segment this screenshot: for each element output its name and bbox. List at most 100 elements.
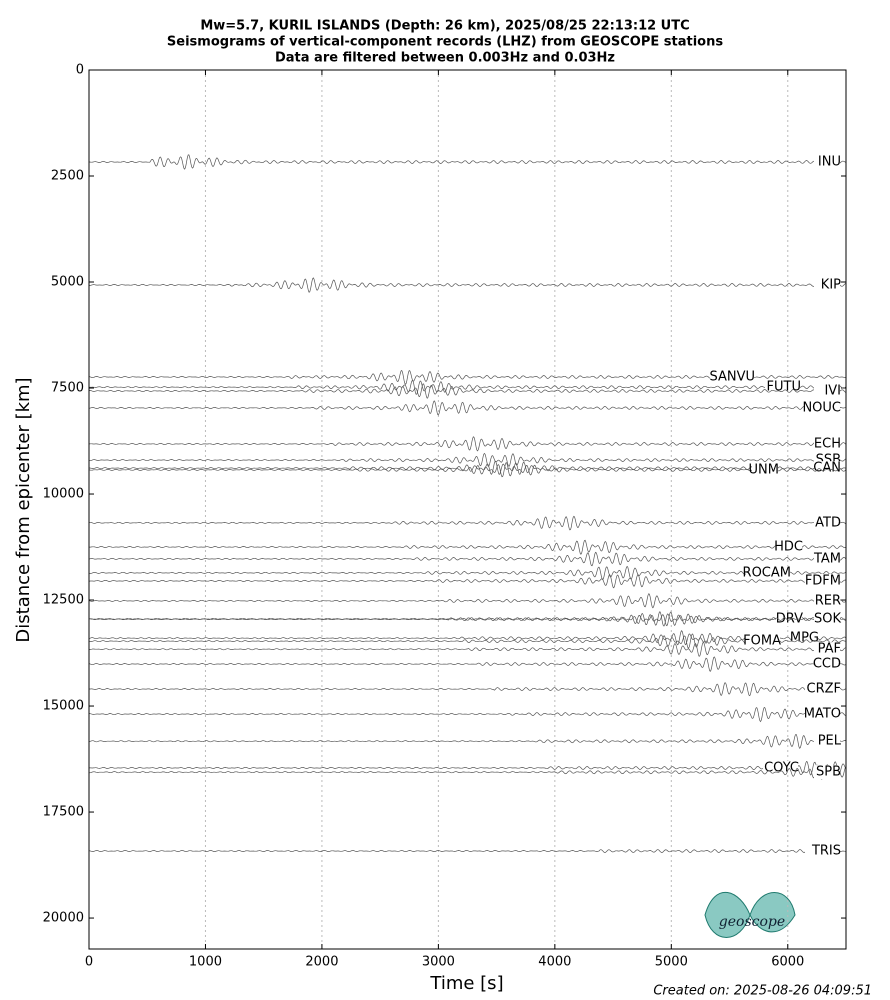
label-bg <box>745 634 780 649</box>
trace <box>88 277 846 293</box>
trace <box>89 611 846 627</box>
label-bg <box>814 436 840 451</box>
trace <box>88 611 846 627</box>
logo: geoscope <box>704 892 796 938</box>
trace <box>88 593 847 609</box>
y-tick-label: 20000 <box>43 911 84 926</box>
plot-frame <box>88 69 847 950</box>
station-label: SOK <box>814 612 841 627</box>
y-axis-label: Distance from epicenter [km] <box>13 377 34 642</box>
x-tick-label: 4000 <box>538 955 571 970</box>
station-label: TRIS <box>811 844 841 859</box>
label-bg <box>814 383 840 398</box>
station-label: CCD <box>813 657 841 672</box>
trace <box>88 452 846 467</box>
trace <box>89 154 846 170</box>
station-label: DRV <box>776 612 803 627</box>
label-bg <box>814 642 840 657</box>
y-tick-label: 7500 <box>51 381 84 396</box>
trace <box>88 539 846 555</box>
label-bg <box>805 844 840 859</box>
label-bg <box>776 612 802 627</box>
trace <box>88 764 847 780</box>
station-label: IVI <box>824 383 841 398</box>
trace <box>89 461 846 475</box>
logo-shape <box>704 892 796 938</box>
label-bg <box>814 551 840 566</box>
trace <box>88 383 846 399</box>
label-bg <box>814 515 840 530</box>
x-tick-label: 5000 <box>655 955 688 970</box>
trace <box>88 400 846 416</box>
chart-subtitle: Data are filtered between 0.003Hz and 0.… <box>275 51 615 66</box>
station-label: NOUC <box>802 400 841 415</box>
chart-subtitle: Seismograms of vertical-component record… <box>167 35 723 50</box>
y-tick-label: 0 <box>76 63 84 78</box>
x-tick-label: 3000 <box>422 955 455 970</box>
label-bg <box>763 760 798 775</box>
station-label: FDFM <box>805 573 841 588</box>
label-bg <box>776 540 802 555</box>
station-label: PAF <box>818 642 841 657</box>
trace <box>88 436 847 452</box>
trace <box>88 461 847 478</box>
x-tick-label: 6000 <box>771 955 804 970</box>
trace <box>88 760 847 776</box>
station-label: TAM <box>813 551 841 566</box>
trace <box>88 565 846 581</box>
station-label: ECH <box>814 436 841 451</box>
footer: Created on: 2025-08-26 04:09:51 <box>653 984 872 999</box>
station-label: FOMA <box>743 634 781 649</box>
trace <box>88 849 846 853</box>
label-bg <box>814 657 840 672</box>
trace <box>88 733 846 749</box>
trace <box>88 633 846 649</box>
station-label: UNM <box>749 462 779 477</box>
station-label: ROCAM <box>743 565 791 580</box>
label-bg <box>805 573 840 588</box>
x-tick-label: 2000 <box>305 955 338 970</box>
station-label: SANVU <box>709 369 755 384</box>
y-tick-label: 17500 <box>43 805 84 820</box>
trace <box>88 630 847 646</box>
trace <box>88 515 847 531</box>
trace <box>88 379 847 395</box>
station-label: CAN <box>813 461 841 476</box>
station-label: MATO <box>804 707 841 722</box>
x-tick-label: 0 <box>85 955 93 970</box>
station-label: PEL <box>818 734 842 749</box>
label-bg <box>814 612 840 627</box>
label-bg <box>814 734 840 749</box>
station-label: INU <box>818 155 841 170</box>
trace <box>88 551 847 567</box>
label-bg <box>805 707 840 722</box>
station-label: RER <box>815 593 841 608</box>
label-bg <box>710 369 754 384</box>
label-bg <box>814 277 840 292</box>
station-label: COYC <box>764 760 799 775</box>
label-bg <box>805 682 840 697</box>
y-tick-label: 5000 <box>51 275 84 290</box>
label-bg <box>746 565 790 580</box>
station-label: HDC <box>774 540 803 555</box>
chart-title: Mw=5.7, KURIL ISLANDS (Depth: 26 km), 20… <box>200 19 689 34</box>
station-label: CRZF <box>807 682 842 697</box>
trace <box>89 641 846 657</box>
y-tick-label: 15000 <box>43 699 84 714</box>
label-bg <box>814 765 840 780</box>
trace <box>88 682 846 697</box>
trace <box>89 707 846 723</box>
label-bg <box>752 462 778 477</box>
logo-text: geoscope <box>719 914 785 930</box>
station-label: ATD <box>815 515 841 530</box>
label-bg <box>814 461 840 476</box>
station-label: KIP <box>821 277 841 292</box>
y-tick-label: 10000 <box>43 487 84 502</box>
label-bg <box>814 593 840 608</box>
station-label: FUTU <box>767 380 801 395</box>
x-tick-label: 1000 <box>189 955 222 970</box>
trace <box>89 574 846 589</box>
x-axis-label: Time [s] <box>429 973 503 994</box>
label-bg <box>814 155 840 170</box>
